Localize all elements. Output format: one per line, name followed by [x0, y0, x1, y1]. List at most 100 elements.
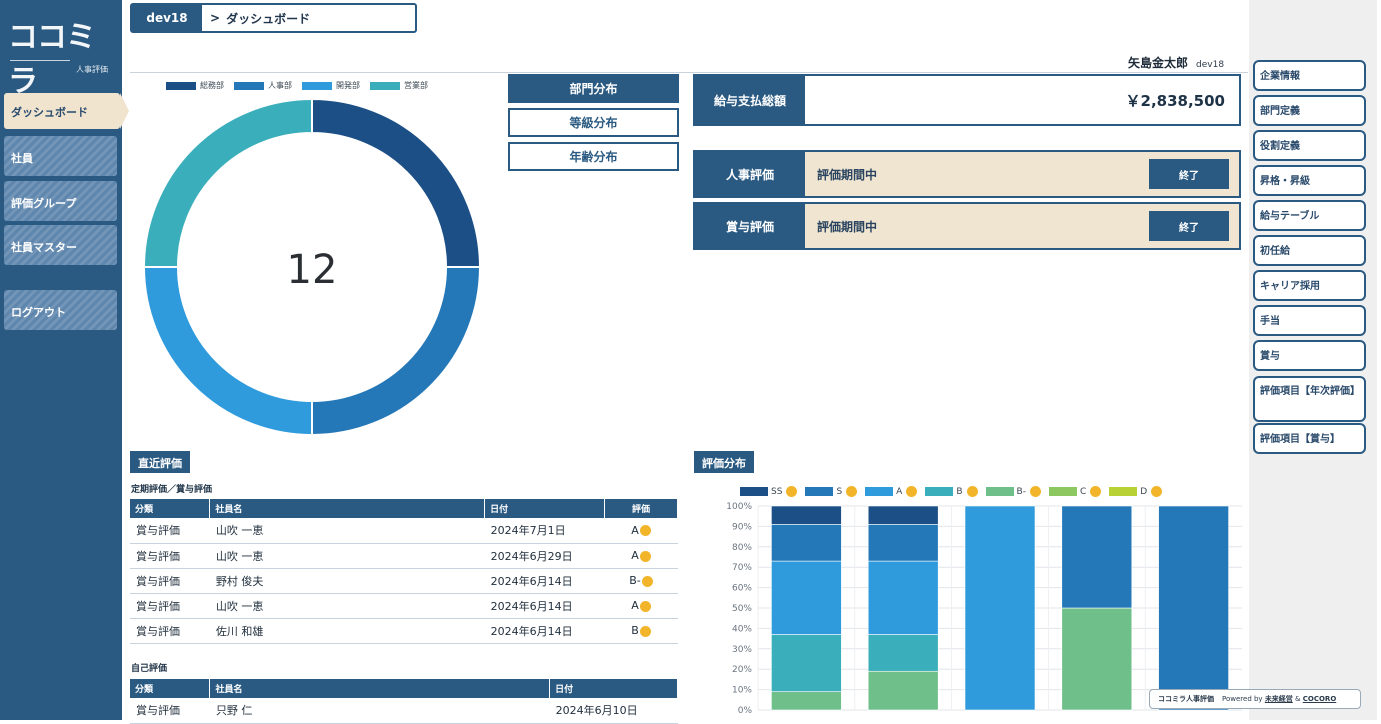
- chevron-right-icon: >: [210, 11, 221, 25]
- legend-item: S: [805, 486, 858, 497]
- bar-segment-A[interactable]: [771, 560, 842, 635]
- bar-segment-S[interactable]: [771, 524, 842, 562]
- smiley-face-icon: [906, 486, 918, 497]
- settings-company-info[interactable]: 企業情報: [1253, 60, 1366, 91]
- cell-employee: 野村 俊夫: [209, 568, 485, 594]
- logo-mark: ココミラ: [8, 20, 96, 99]
- dept-distribution-button[interactable]: 部門分布: [508, 74, 679, 103]
- legend-label: SS: [771, 486, 783, 497]
- sidebar-item-eval-groups[interactable]: 評価グループ: [4, 181, 117, 221]
- donut-slices: [142, 97, 482, 437]
- age-distribution-button[interactable]: 年齢分布: [508, 142, 679, 171]
- sidebar-item-dashboard[interactable]: ダッシュボード: [4, 93, 129, 129]
- column-header: 評価: [604, 499, 678, 518]
- y-tick-label: 100%: [726, 502, 752, 512]
- salary-total-value: ￥2,838,500: [1125, 91, 1225, 110]
- breadcrumb-page: > ダッシュボード: [202, 5, 415, 31]
- smiley-face-icon: [639, 625, 651, 637]
- bar-segment-A[interactable]: [964, 505, 1036, 711]
- legend-label: 開発部: [336, 81, 360, 90]
- table-header-row: 分類 社員名 日付 評価: [130, 499, 678, 518]
- y-tick-label: 0%: [738, 706, 753, 716]
- bar-segment-B[interactable]: [771, 634, 842, 692]
- legend-item: B-: [985, 486, 1041, 497]
- legend-swatch: [302, 81, 332, 90]
- logo: ココミラ 人事評価: [6, 12, 114, 99]
- table-row[interactable]: 賞与評価 野村 俊夫 2024年6月14日 B-: [130, 568, 678, 594]
- legend-item: A: [865, 486, 918, 497]
- bar-segment-S[interactable]: [1061, 505, 1133, 609]
- settings-role-definition[interactable]: 役割定義: [1253, 130, 1366, 161]
- donut-slice-1[interactable]: [311, 97, 482, 268]
- bonus-eval-status: 賞与評価 評価期間中 終了: [693, 202, 1241, 250]
- recent-eval-heading: 直近評価: [130, 451, 190, 473]
- table-row[interactable]: 賞与評価 山吹 一恵 2024年6月29日 A: [130, 543, 678, 569]
- table-row[interactable]: 賞与評価 只野 仁 2024年6月10日: [130, 698, 678, 724]
- hr-eval-label: 人事評価: [695, 152, 805, 196]
- bar-segment-S[interactable]: [1158, 505, 1229, 711]
- table-row[interactable]: 賞与評価 山吹 一恵 2024年6月14日 A: [130, 593, 678, 619]
- settings-career-hiring[interactable]: キャリア採用: [1253, 270, 1366, 301]
- cell-category: 賞与評価: [130, 698, 210, 724]
- cell-category: 賞与評価: [130, 618, 210, 644]
- sidebar-item-employees[interactable]: 社員: [4, 136, 117, 176]
- y-tick-label: 10%: [732, 686, 752, 696]
- bar-segment-B-[interactable]: [1061, 607, 1133, 711]
- salary-total-panel: 給与支払総額 ￥2,838,500: [693, 74, 1241, 126]
- y-tick-label: 20%: [732, 665, 752, 675]
- table-row[interactable]: 賞与評価 佐川 和雄 2024年6月14日 B: [130, 618, 678, 644]
- legend-swatch: [985, 487, 1014, 496]
- periodic-eval-table: 分類 社員名 日付 評価 賞与評価 山吹 一恵 2024年7月1日 A 賞与評価…: [130, 499, 678, 644]
- column-header: 分類: [130, 499, 211, 518]
- eval-distribution-chart: 0% 10% 20% 30% 40% 50% 60% 70% 80% 90% 100%: [726, 502, 1242, 716]
- smiley-face-icon: [1151, 486, 1163, 497]
- legend-label: D: [1140, 486, 1148, 497]
- y-tick-label: 60%: [732, 584, 752, 594]
- hr-eval-status-text: 評価期間中: [817, 167, 878, 182]
- breadcrumb-org[interactable]: dev18: [132, 5, 202, 31]
- donut-slice-4[interactable]: [142, 97, 313, 268]
- settings-bonus[interactable]: 賞与: [1253, 340, 1366, 371]
- footer-company-link-1[interactable]: 未来経営: [1264, 695, 1293, 703]
- bar-segment-B-[interactable]: [771, 691, 842, 711]
- cell-employee: 佐川 和雄: [209, 618, 485, 644]
- user-org: dev18: [1196, 60, 1225, 70]
- bar-segment-S[interactable]: [867, 524, 939, 562]
- bar-segment-SS[interactable]: [867, 505, 939, 525]
- settings-eval-items-annual[interactable]: 評価項目【年次評価】: [1253, 376, 1366, 422]
- cell-employee: 山吹 一恵: [209, 543, 485, 569]
- legend-swatch: [370, 81, 400, 90]
- grade-text: B: [631, 624, 639, 637]
- bar-segment-A[interactable]: [867, 560, 939, 635]
- y-tick-label: 70%: [732, 563, 752, 573]
- bar-segment-B[interactable]: [867, 634, 939, 672]
- bonus-eval-end-button[interactable]: 終了: [1149, 211, 1229, 241]
- settings-allowance[interactable]: 手当: [1253, 305, 1366, 336]
- legend-swatch: [1048, 487, 1077, 496]
- footer-amp: &: [1295, 695, 1301, 703]
- footer-company-link-2[interactable]: COCORO: [1302, 695, 1337, 703]
- legend-label: C: [1079, 486, 1087, 497]
- legend-item: C: [1048, 486, 1102, 497]
- bar-segment-SS[interactable]: [771, 505, 842, 525]
- grade-distribution-button[interactable]: 等級分布: [508, 108, 679, 137]
- bar-segment-B-[interactable]: [867, 670, 939, 711]
- cell-grade: A: [604, 518, 678, 544]
- column-header: 日付: [484, 499, 606, 518]
- settings-salary-table[interactable]: 給与テーブル: [1253, 200, 1366, 231]
- legend-swatch: [925, 487, 954, 496]
- settings-eval-items-bonus[interactable]: 評価項目【賞与】: [1253, 423, 1366, 454]
- y-tick-label: 80%: [732, 543, 752, 553]
- sidebar-item-logout[interactable]: ログアウト: [4, 290, 117, 330]
- sidebar-item-employee-master[interactable]: 社員マスター: [4, 225, 117, 265]
- settings-starting-salary[interactable]: 初任給: [1253, 235, 1366, 266]
- hr-eval-end-button[interactable]: 終了: [1149, 159, 1229, 189]
- eval-distribution-heading: 評価分布: [694, 451, 754, 473]
- grade-text: B-: [629, 574, 641, 587]
- table-row[interactable]: 賞与評価 山吹 一恵 2024年7月1日 A: [130, 518, 678, 544]
- logo-subtitle: 人事評価: [76, 65, 108, 74]
- legend-item: 人事部: [234, 80, 292, 91]
- cell-employee: 山吹 一恵: [209, 593, 485, 619]
- settings-department-definition[interactable]: 部門定義: [1253, 95, 1366, 126]
- settings-promotion[interactable]: 昇格・昇級: [1253, 165, 1366, 196]
